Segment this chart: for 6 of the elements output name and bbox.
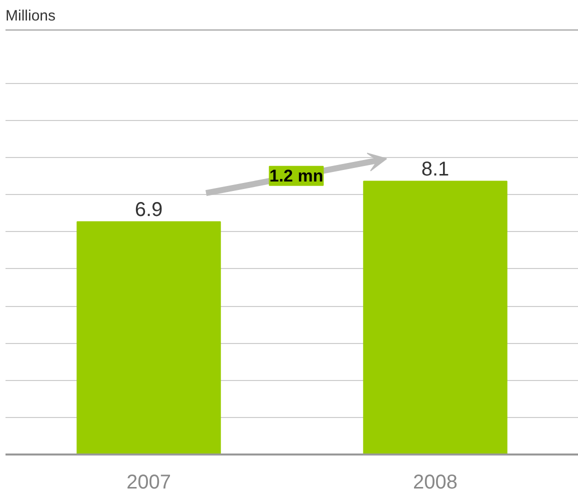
data-label: 8.1 bbox=[421, 158, 450, 180]
y-axis-title: Millions bbox=[6, 8, 56, 24]
annotation: 1.2 mn bbox=[269, 166, 324, 186]
x-tick-label: 2008 bbox=[413, 472, 458, 491]
x-tick-label: 2007 bbox=[126, 472, 172, 491]
data-label: 6.9 bbox=[134, 198, 163, 221]
